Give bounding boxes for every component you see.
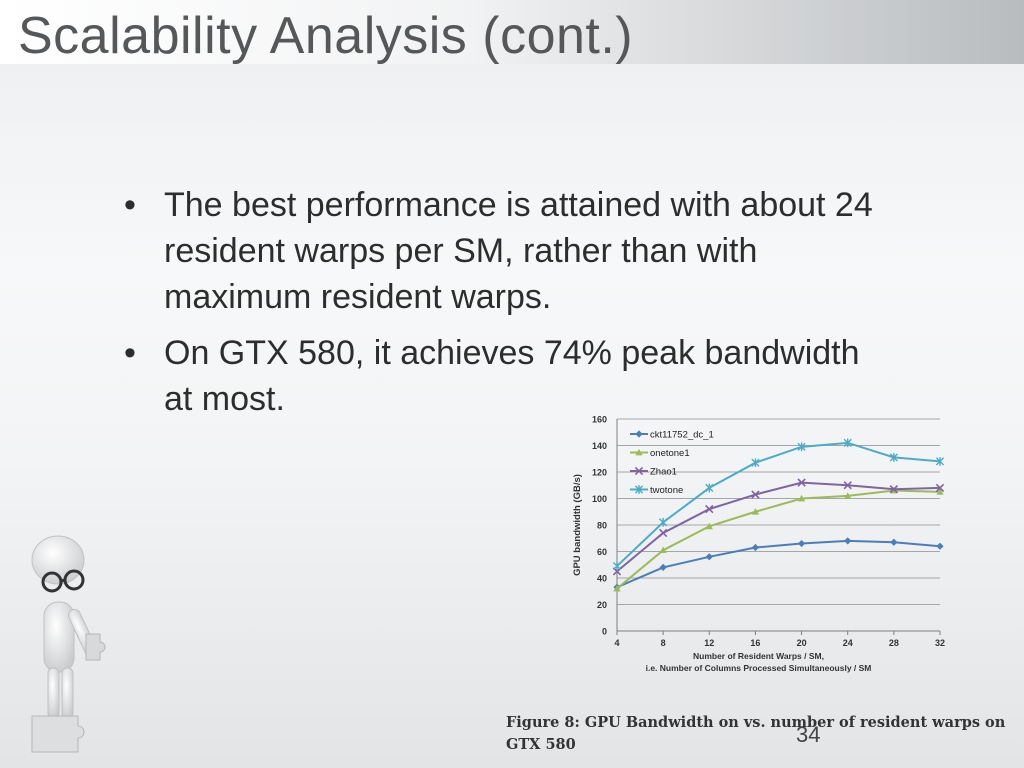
y-tick-label: 60	[597, 547, 607, 557]
data-point	[705, 553, 713, 561]
x-axis-label: Number of Resident Warps / SM,	[693, 651, 824, 661]
x-tick-label: 8	[661, 638, 666, 648]
x-tick-label: 20	[797, 638, 807, 648]
y-tick-label: 160	[592, 415, 607, 425]
legend-label: onetone1	[650, 448, 690, 459]
legend-marker	[635, 430, 643, 438]
slide-title: Scalability Analysis (cont.)	[18, 7, 634, 65]
data-point	[843, 438, 852, 448]
data-point	[797, 494, 806, 502]
data-point	[705, 483, 714, 493]
data-point	[890, 538, 898, 546]
figure-caption: Figure 8: GPU Bandwidth on vs. number of…	[506, 714, 1006, 753]
data-point	[843, 481, 852, 490]
bandwidth-chart: 0 20 40 60 80 100 120 140 160 4 8 12 16 20 24 28 32 GPU b…	[562, 410, 954, 682]
legend-marker	[635, 448, 643, 456]
bullet-item: • On GTX 580, it achieves 74% peak bandwi…	[124, 330, 884, 422]
legend-label: Zhao1	[650, 467, 677, 478]
data-point	[751, 508, 760, 515]
data-point	[612, 561, 622, 571]
data-point	[797, 442, 806, 452]
bullet-text: The best performance is attained with ab…	[164, 186, 873, 316]
data-point	[936, 488, 944, 495]
data-point	[844, 537, 852, 545]
data-point	[797, 539, 806, 548]
y-tick-label: 100	[592, 494, 607, 504]
data-point	[751, 543, 760, 552]
bullet-marker: •	[124, 334, 136, 372]
page-number: 34	[796, 722, 821, 747]
y-tick-label: 140	[592, 441, 607, 451]
title-band	[0, 0, 1024, 64]
data-point	[658, 528, 668, 538]
data-point	[659, 546, 667, 554]
mascot-figure-image	[31, 535, 106, 753]
series-line	[616, 481, 941, 573]
series-line	[616, 489, 941, 590]
data-point	[935, 483, 945, 493]
series-line	[616, 441, 941, 567]
x-tick-label: 28	[889, 638, 899, 648]
data-point	[659, 518, 668, 527]
data-point	[705, 522, 713, 530]
bullet-marker: •	[124, 186, 136, 224]
y-tick-label: 40	[597, 574, 607, 584]
data-point	[797, 478, 806, 487]
legend-label: twotone	[650, 485, 683, 496]
x-axis-label-2: i.e. Number of Columns Processed Simulta…	[646, 663, 872, 673]
x-tick-label: 16	[750, 638, 760, 648]
y-tick-label: 80	[597, 521, 607, 531]
bullet-text: On GTX 580, it achieves 74% peak bandwid…	[164, 334, 860, 418]
data-point	[659, 563, 667, 571]
data-point	[889, 453, 898, 462]
data-point	[751, 458, 760, 468]
legend-marker	[634, 466, 644, 476]
data-point	[935, 457, 945, 466]
bullet-item: • The best performance is attained with a…	[124, 182, 884, 320]
legend-marker	[634, 485, 644, 494]
y-axis-label: GPU bandwidth (GB/s)	[572, 474, 583, 576]
data-point	[705, 504, 714, 514]
x-tick-label: 32	[935, 638, 945, 648]
data-point	[613, 585, 621, 592]
y-tick-label: 20	[597, 600, 607, 610]
x-tick-label: 12	[704, 638, 714, 648]
y-tick-label: 120	[592, 468, 607, 478]
data-point	[889, 485, 899, 494]
legend-label: ckt11752_dc_1	[650, 430, 714, 441]
data-point	[936, 542, 944, 550]
data-point	[751, 490, 760, 499]
chart-svg: 0 20 40 60 80 100 120 140 160 4 8 12 16 20 24 28 32 GPU b…	[572, 415, 945, 674]
x-tick-label: 4	[614, 638, 619, 648]
data-point	[844, 492, 852, 499]
series-line	[616, 539, 941, 589]
bullet-list: • The best performance is attained with a…	[124, 182, 884, 432]
y-tick-label: 0	[602, 627, 607, 637]
x-tick-label: 24	[843, 638, 853, 648]
